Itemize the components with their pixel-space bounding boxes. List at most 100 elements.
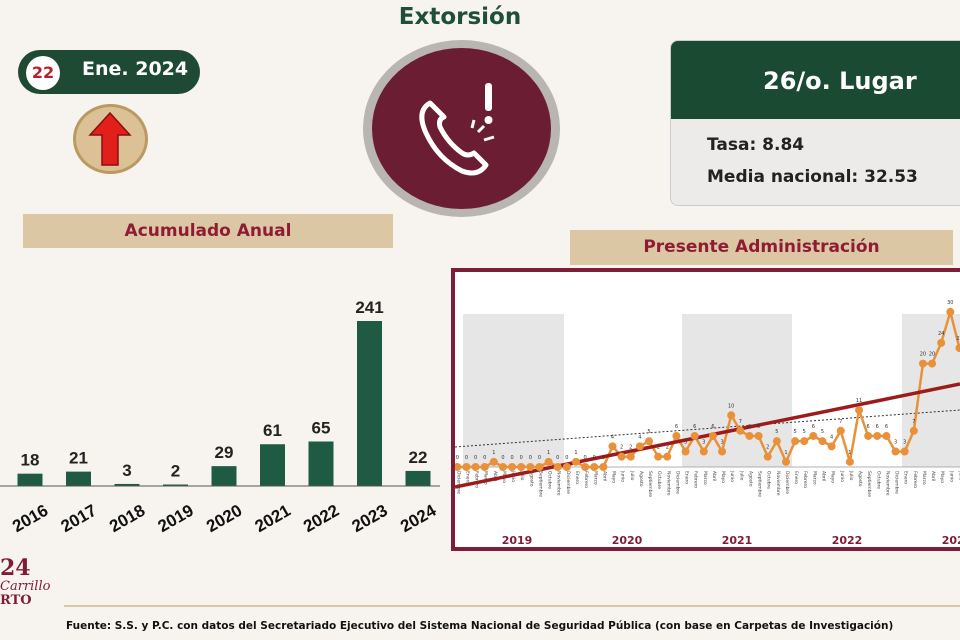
data-label: 0 [456, 455, 459, 461]
data-point [535, 463, 544, 471]
data-point [480, 463, 489, 471]
data-point [608, 442, 617, 451]
month-label: Mayo [830, 471, 836, 483]
month-label: Marzo [702, 471, 708, 485]
data-point [955, 344, 960, 353]
year-label-2024: 2024 [397, 500, 440, 536]
bar-value-2024: 22 [409, 448, 428, 467]
month-label: Julio [848, 470, 854, 481]
data-label: 1 [784, 450, 787, 456]
data-label: 6 [876, 424, 879, 430]
bar-2017 [66, 471, 91, 486]
data-label: 6 [675, 424, 678, 430]
month-label: Marzo [592, 471, 598, 485]
year-label-2023: 2023 [942, 534, 960, 547]
year-label-2023: 2023 [349, 501, 391, 536]
month-label: Abril [601, 471, 607, 481]
data-point [571, 457, 580, 466]
data-label: 6 [812, 424, 815, 430]
data-point [791, 437, 800, 446]
year-label-2016: 2016 [9, 501, 51, 536]
year-label-2020: 2020 [612, 534, 643, 547]
month-label: Septiembre [537, 471, 543, 497]
data-point [562, 463, 571, 471]
month-label: Octubre [766, 471, 772, 489]
month-label: Junio [729, 470, 735, 482]
data-label: 7 [839, 419, 842, 425]
bar-value-2023: 241 [355, 298, 383, 317]
logo: 24 Carrillo RTO [0, 555, 51, 608]
phone-alert-icon [372, 48, 551, 209]
data-point [800, 437, 809, 446]
ranking-place: 26/o. Lugar [671, 41, 960, 119]
data-point [626, 452, 635, 461]
data-label: 0 [483, 455, 486, 461]
data-label: 7 [912, 419, 915, 425]
data-point [617, 452, 626, 461]
data-label: 20 [920, 352, 926, 358]
data-point [891, 447, 900, 456]
bar-value-2019: 2 [171, 462, 180, 481]
month-label: Agosto [857, 471, 863, 487]
bar-value-2017: 21 [69, 449, 88, 468]
data-point [946, 307, 955, 316]
data-label: 6 [885, 424, 888, 430]
month-label: Septiembre [757, 471, 763, 497]
data-point [681, 447, 690, 456]
data-point [462, 463, 471, 471]
bar-value-2022: 65 [312, 418, 331, 437]
month-label: Abril [492, 471, 498, 481]
bar-value-2016: 18 [21, 451, 40, 470]
month-label: Diciembre [894, 471, 900, 494]
month-label: Enero [684, 471, 690, 484]
data-point [455, 463, 462, 471]
data-point [918, 359, 927, 368]
month-label: Julio [629, 470, 635, 481]
month-label: Diciembre [455, 471, 461, 494]
data-label: 3 [684, 439, 687, 445]
data-label: 1 [574, 450, 577, 456]
average-dotted-line [455, 409, 960, 448]
year-label-2021: 2021 [252, 501, 294, 536]
month-label: Agosto [747, 471, 753, 487]
bar-value-2021: 61 [263, 421, 282, 440]
data-label: 0 [520, 455, 523, 461]
year-label-2022: 2022 [832, 534, 863, 547]
month-label: Octubre [875, 471, 881, 489]
data-point [508, 463, 517, 471]
data-label: 6 [693, 424, 696, 430]
annual-bar-chart: 18 2016 21 2017 3 2018 2 2019 29 2020 61 2021 65 2022… [0, 298, 440, 536]
month-label: Agosto [638, 471, 644, 487]
bar-value-2020: 29 [215, 443, 234, 462]
bar-2018 [114, 483, 140, 486]
data-point [663, 452, 672, 461]
data-label: 30 [947, 300, 953, 306]
year-label-2019: 2019 [155, 501, 197, 536]
month-label: Marzo [483, 471, 489, 485]
data-point [489, 457, 498, 466]
data-point [736, 426, 745, 435]
month-label: Octubre [547, 471, 553, 489]
data-point [708, 431, 717, 440]
data-point [654, 452, 663, 461]
month-label: Mayo [939, 471, 945, 483]
data-label: 20 [929, 352, 935, 358]
data-point [690, 431, 699, 440]
data-point [699, 447, 708, 456]
arrow-up-icon [73, 104, 148, 174]
data-point [645, 437, 654, 446]
year-label-2017: 2017 [58, 501, 100, 536]
month-label: Febrero [802, 471, 808, 488]
data-point [928, 359, 937, 368]
month-label: Febrero [583, 471, 589, 488]
data-label: 1 [848, 450, 851, 456]
data-point [772, 437, 781, 446]
data-label: 0 [538, 455, 541, 461]
data-point [727, 411, 736, 420]
data-label: 4 [830, 434, 833, 440]
data-point [937, 338, 946, 347]
month-label: Diciembre [674, 471, 680, 494]
month-label: Enero [903, 471, 909, 484]
bar-2019 [163, 484, 188, 486]
data-point [526, 463, 535, 471]
